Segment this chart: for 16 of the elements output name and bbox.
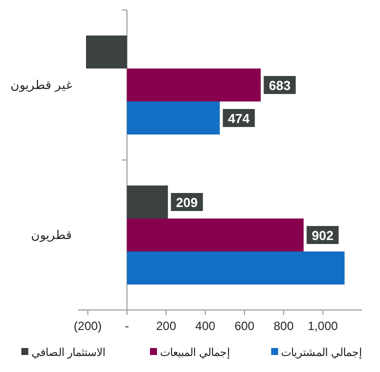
legend-label: الاستثمار الصافي — [31, 347, 106, 359]
x-tick-label: - — [124, 319, 129, 333]
x-tick-label: 800 — [274, 319, 294, 333]
data-label: 474 — [228, 111, 250, 126]
data-label: 209 — [176, 195, 198, 210]
data-label: 902 — [312, 228, 334, 243]
x-tick-label: 200 — [156, 319, 176, 333]
y-tick-label: قطريون — [31, 228, 72, 242]
x-tick-label: 600 — [234, 319, 255, 333]
legend-label: إجمالي المبيعات — [160, 347, 230, 359]
x-tick-label: 1,000 — [308, 319, 338, 333]
y-tick-label: غير قطريون — [10, 78, 72, 92]
x-tick-label: 400 — [195, 319, 216, 333]
x-tick-label: (200) — [74, 319, 102, 333]
legend-label: إجمالي المشتريات — [281, 347, 362, 359]
data-label: 683 — [268, 78, 291, 93]
